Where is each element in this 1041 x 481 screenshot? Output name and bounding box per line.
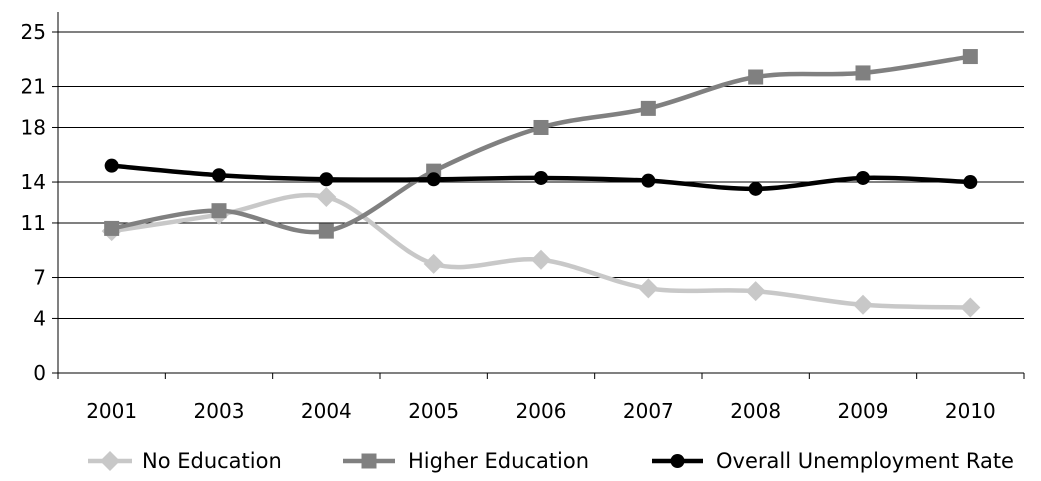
legend-marker bbox=[670, 454, 685, 468]
x-tick-label: 2001 bbox=[86, 399, 137, 423]
data-point bbox=[423, 253, 444, 274]
legend-label: Higher Education bbox=[408, 449, 589, 473]
data-point bbox=[962, 49, 978, 65]
y-tick-label: 11 bbox=[21, 211, 46, 235]
data-point bbox=[855, 65, 871, 81]
data-point bbox=[960, 297, 981, 318]
data-point bbox=[856, 170, 870, 185]
data-point bbox=[211, 203, 227, 219]
data-point bbox=[748, 69, 764, 85]
legend-label: Overall Unemployment Rate bbox=[716, 449, 1014, 473]
data-point bbox=[745, 281, 766, 302]
x-tick-label: 2003 bbox=[194, 399, 245, 423]
data-point bbox=[316, 187, 337, 208]
x-tick-label: 2010 bbox=[945, 399, 996, 423]
y-tick-label: 18 bbox=[21, 115, 46, 139]
data-point bbox=[640, 100, 656, 116]
legend-item: Overall Unemployment Rate bbox=[652, 449, 1014, 473]
data-point bbox=[426, 172, 441, 187]
data-point bbox=[638, 278, 659, 299]
x-tick-label: 2009 bbox=[838, 399, 889, 423]
data-point bbox=[534, 170, 548, 185]
x-tick-label: 2007 bbox=[623, 399, 674, 423]
series-no-education bbox=[101, 187, 981, 318]
y-tick-label: 7 bbox=[33, 266, 46, 290]
data-point bbox=[748, 181, 763, 196]
y-tick-label: 21 bbox=[21, 75, 46, 99]
legend-item: Higher Education bbox=[343, 449, 589, 473]
data-point bbox=[853, 294, 873, 315]
x-tick-label: 2008 bbox=[730, 399, 781, 423]
data-point bbox=[963, 175, 978, 190]
legend-marker bbox=[100, 451, 120, 471]
data-point bbox=[319, 172, 334, 187]
data-point bbox=[533, 119, 549, 135]
data-point bbox=[531, 249, 551, 270]
y-tick-label: 4 bbox=[33, 306, 46, 330]
data-point bbox=[104, 220, 120, 236]
y-tick-label: 25 bbox=[21, 20, 46, 44]
data-point bbox=[641, 173, 656, 188]
legend-item: No Education bbox=[88, 449, 282, 473]
data-point bbox=[318, 223, 334, 239]
legend-marker bbox=[361, 453, 377, 469]
y-tick-label: 0 bbox=[33, 361, 46, 385]
legend-label: No Education bbox=[142, 449, 282, 473]
series-line bbox=[111, 54, 971, 235]
x-axis: 2001 2003 2004 2005 2006 2007 2008 2009 2010 bbox=[57, 372, 1025, 423]
data-point bbox=[212, 168, 226, 183]
y-tick-label: 14 bbox=[21, 170, 46, 194]
series-higher-education bbox=[104, 49, 978, 239]
y-axis: 0 4 7 11 14 18 21 25 bbox=[21, 12, 59, 385]
x-tick-label: 2005 bbox=[408, 399, 459, 423]
x-tick-label: 2006 bbox=[516, 399, 567, 423]
x-tick-label: 2004 bbox=[301, 399, 352, 423]
series-overall-unemployment-rate bbox=[104, 158, 978, 196]
series-layer bbox=[101, 49, 981, 318]
legend: No Education Higher Education Overall Unem… bbox=[88, 449, 1014, 473]
data-point bbox=[104, 158, 119, 173]
